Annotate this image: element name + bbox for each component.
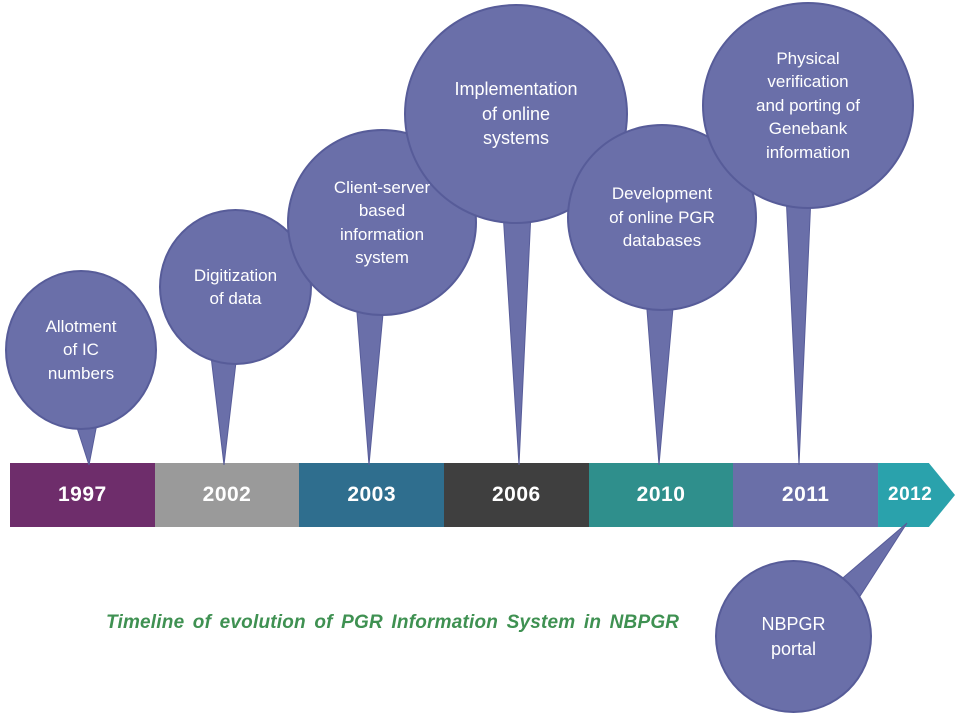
balloon-tail-client-server bbox=[355, 299, 385, 466]
timeline-segment-2006: 2006 bbox=[444, 463, 589, 527]
balloon-text-implementation: Implementation of online systems bbox=[454, 78, 578, 149]
balloon-physical-verification: Physical verification and porting of Gen… bbox=[702, 2, 914, 209]
balloon-tail-implementation bbox=[502, 211, 532, 466]
balloon-tail-physical-verification bbox=[785, 193, 812, 466]
balloon-text-development: Development of online PGR databases bbox=[609, 184, 715, 251]
year-label-2006: 2006 bbox=[491, 483, 541, 506]
year-label-2012: 2012 bbox=[888, 484, 933, 505]
balloon-text-client-server: Client-server based information system bbox=[333, 177, 431, 267]
balloon-text-allotment: Allotment of IC numbers bbox=[45, 316, 117, 383]
timeline-segment-1997: 1997 bbox=[10, 463, 155, 527]
year-label-2011: 2011 bbox=[781, 483, 830, 506]
year-label-2003: 2003 bbox=[347, 483, 397, 506]
timeline-segment-2002: 2002 bbox=[154, 463, 300, 527]
year-label-1997: 1997 bbox=[57, 483, 107, 506]
timeline-segment-2011: 2011 bbox=[733, 463, 879, 527]
timeline-segment-2003: 2003 bbox=[299, 463, 445, 527]
balloon-allotment: Allotment of IC numbers bbox=[5, 270, 157, 430]
year-label-2002: 2002 bbox=[202, 483, 252, 506]
balloon-nbpgr-portal: NBPGR portal bbox=[715, 560, 872, 713]
balloon-text-nbpgr-portal: NBPGR portal bbox=[761, 613, 826, 659]
timeline-bar: 1997 2002 2003 2006 2010 2011 2012 bbox=[10, 463, 956, 527]
balloon-digitization: Digitization of data bbox=[159, 209, 312, 365]
balloon-text-digitization: Digitization of data bbox=[193, 265, 278, 308]
slide-caption: Timeline of evolution of PGR Information… bbox=[106, 612, 680, 633]
balloon-text-physical-verification: Physical verification and porting of Gen… bbox=[756, 48, 860, 162]
year-label-2010: 2010 bbox=[636, 483, 686, 506]
timeline-segment-2012-arrow: 2012 bbox=[878, 463, 956, 527]
balloon-tail-development bbox=[645, 296, 675, 466]
timeline-segment-2010: 2010 bbox=[588, 463, 734, 527]
